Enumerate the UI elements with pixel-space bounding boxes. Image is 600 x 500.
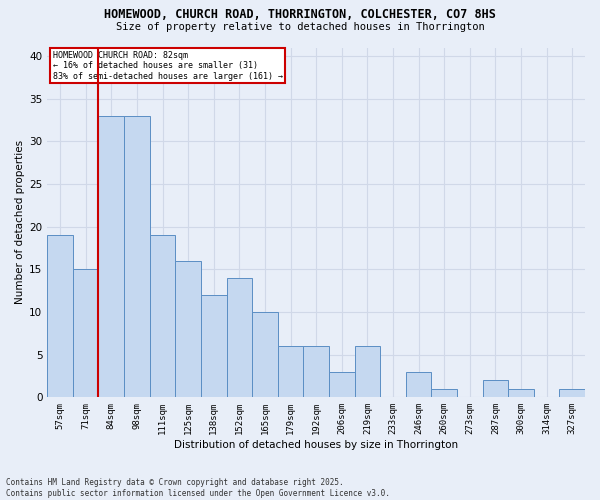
Text: HOMEWOOD, CHURCH ROAD, THORRINGTON, COLCHESTER, CO7 8HS: HOMEWOOD, CHURCH ROAD, THORRINGTON, COLC…	[104, 8, 496, 20]
Bar	[252, 312, 278, 398]
Bar	[175, 261, 201, 398]
Text: Contains HM Land Registry data © Crown copyright and database right 2025.
Contai: Contains HM Land Registry data © Crown c…	[6, 478, 390, 498]
Bar	[329, 372, 355, 398]
Bar	[508, 389, 534, 398]
Bar	[278, 346, 304, 398]
Bar	[482, 380, 508, 398]
Text: HOMEWOOD CHURCH ROAD: 82sqm
← 16% of detached houses are smaller (31)
83% of sem: HOMEWOOD CHURCH ROAD: 82sqm ← 16% of det…	[53, 51, 283, 81]
Text: Size of property relative to detached houses in Thorrington: Size of property relative to detached ho…	[116, 22, 484, 32]
Bar	[201, 295, 227, 398]
Bar	[150, 235, 175, 398]
Y-axis label: Number of detached properties: Number of detached properties	[15, 140, 25, 304]
Bar	[124, 116, 150, 398]
Bar	[227, 278, 252, 398]
Bar	[73, 270, 98, 398]
Bar	[355, 346, 380, 398]
Bar	[431, 389, 457, 398]
Bar	[559, 389, 585, 398]
Bar	[304, 346, 329, 398]
Bar	[47, 235, 73, 398]
Bar	[406, 372, 431, 398]
Bar	[98, 116, 124, 398]
X-axis label: Distribution of detached houses by size in Thorrington: Distribution of detached houses by size …	[174, 440, 458, 450]
